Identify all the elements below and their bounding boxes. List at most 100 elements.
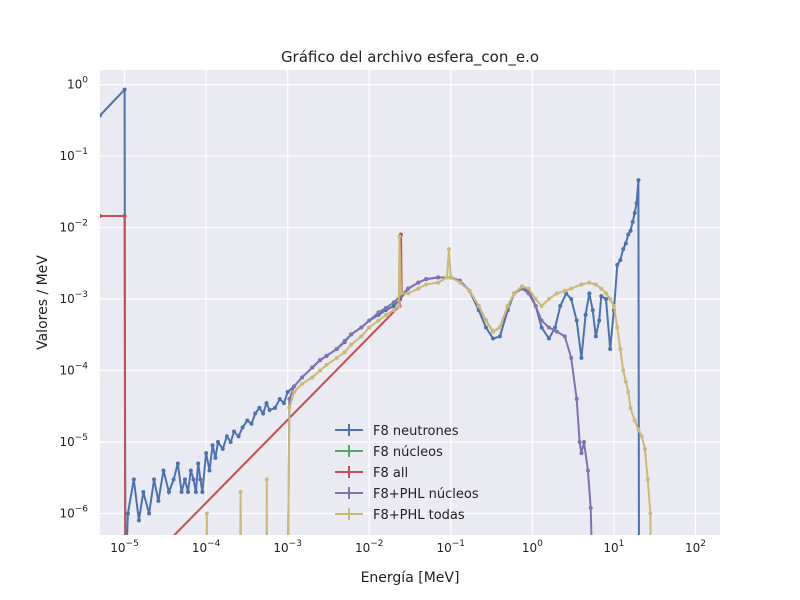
- data-point: [310, 375, 315, 380]
- data-point: [615, 262, 620, 267]
- data-point: [186, 489, 191, 494]
- data-point: [445, 275, 450, 280]
- data-point: [100, 113, 102, 118]
- data-point: [424, 282, 429, 287]
- data-point: [267, 408, 272, 413]
- data-point: [391, 300, 396, 305]
- x-axis-label: Energía [MeV]: [361, 570, 460, 586]
- data-point: [207, 468, 212, 473]
- data-point: [526, 286, 531, 291]
- data-point: [175, 461, 180, 466]
- data-point: [639, 434, 644, 439]
- data-point: [406, 291, 411, 296]
- data-point: [188, 468, 193, 473]
- x-tick-label: 102: [685, 539, 706, 555]
- data-point: [245, 418, 250, 423]
- data-point: [630, 219, 635, 224]
- data-point: [632, 418, 637, 423]
- x-tick-label: 10−3: [273, 539, 302, 555]
- plot-area: [100, 70, 720, 535]
- data-point: [249, 421, 254, 426]
- data-point: [136, 518, 141, 523]
- series-layer: [100, 87, 653, 535]
- data-point: [621, 368, 626, 373]
- data-point: [416, 280, 421, 285]
- data-point: [285, 390, 290, 395]
- data-point: [182, 477, 187, 482]
- data-point: [397, 234, 402, 239]
- data-point: [122, 87, 127, 92]
- data-point: [553, 325, 558, 330]
- y-tick-labels: 10−6 10−5 10−4 10−3 10−2 10−1 100: [59, 76, 88, 521]
- data-point: [200, 489, 205, 494]
- series-line: [205, 236, 652, 535]
- data-point: [645, 477, 650, 482]
- data-point: [273, 405, 278, 410]
- data-point: [599, 294, 604, 299]
- data-point: [569, 286, 574, 291]
- data-point: [483, 318, 488, 323]
- data-point: [448, 275, 453, 280]
- y-tick-label: 100: [67, 76, 88, 92]
- data-point: [436, 280, 441, 285]
- legend-label: F8 núcleos: [373, 445, 443, 460]
- data-point: [626, 232, 631, 237]
- data-point: [396, 303, 401, 308]
- data-point: [554, 291, 559, 296]
- y-tick-label: 10−2: [59, 219, 88, 235]
- legend-label: F8 neutrones: [373, 424, 459, 439]
- data-point: [593, 282, 598, 287]
- data-point: [277, 396, 282, 401]
- data-point: [562, 334, 567, 339]
- data-point: [376, 318, 381, 323]
- y-tick-label: 10−4: [59, 362, 88, 378]
- data-point: [583, 312, 588, 317]
- data-point: [264, 401, 269, 406]
- data-point: [287, 396, 292, 401]
- data-point: [261, 411, 266, 416]
- data-point: [632, 210, 637, 215]
- data-point: [569, 297, 574, 302]
- data-point: [131, 477, 136, 482]
- data-point: [349, 342, 354, 347]
- data-point: [642, 446, 647, 451]
- data-point: [608, 347, 613, 351]
- data-point: [603, 291, 608, 296]
- data-point: [634, 201, 639, 206]
- data-point: [125, 511, 130, 516]
- data-point: [636, 178, 641, 183]
- data-point: [196, 461, 201, 466]
- data-point: [533, 297, 538, 302]
- data-point: [100, 214, 102, 219]
- data-point: [424, 277, 429, 282]
- data-point: [220, 446, 225, 451]
- data-point: [476, 303, 481, 308]
- data-point: [147, 511, 152, 516]
- legend-label: F8+PHL núcleos: [373, 487, 479, 502]
- data-point: [191, 477, 196, 482]
- data-point: [436, 275, 441, 280]
- data-point: [569, 355, 574, 360]
- data-point: [324, 362, 329, 367]
- data-point: [597, 318, 602, 323]
- data-point: [406, 286, 411, 291]
- data-point: [626, 390, 631, 395]
- data-point: [161, 468, 166, 473]
- y-tick-label: 10−6: [59, 504, 88, 520]
- x-tick-label: 10−5: [110, 539, 139, 555]
- data-point: [546, 336, 551, 341]
- data-point: [648, 511, 653, 516]
- data-point: [577, 440, 582, 444]
- grid: [100, 70, 720, 535]
- data-point: [623, 241, 628, 246]
- data-point: [533, 303, 538, 308]
- data-point: [608, 297, 613, 302]
- data-point: [367, 318, 372, 323]
- y-axis-label: Valores / MeV: [35, 255, 51, 350]
- data-point: [491, 329, 496, 334]
- data-point: [467, 288, 472, 293]
- data-point: [628, 405, 633, 410]
- data-point: [383, 305, 388, 310]
- data-point: [590, 308, 595, 313]
- data-point: [546, 297, 551, 302]
